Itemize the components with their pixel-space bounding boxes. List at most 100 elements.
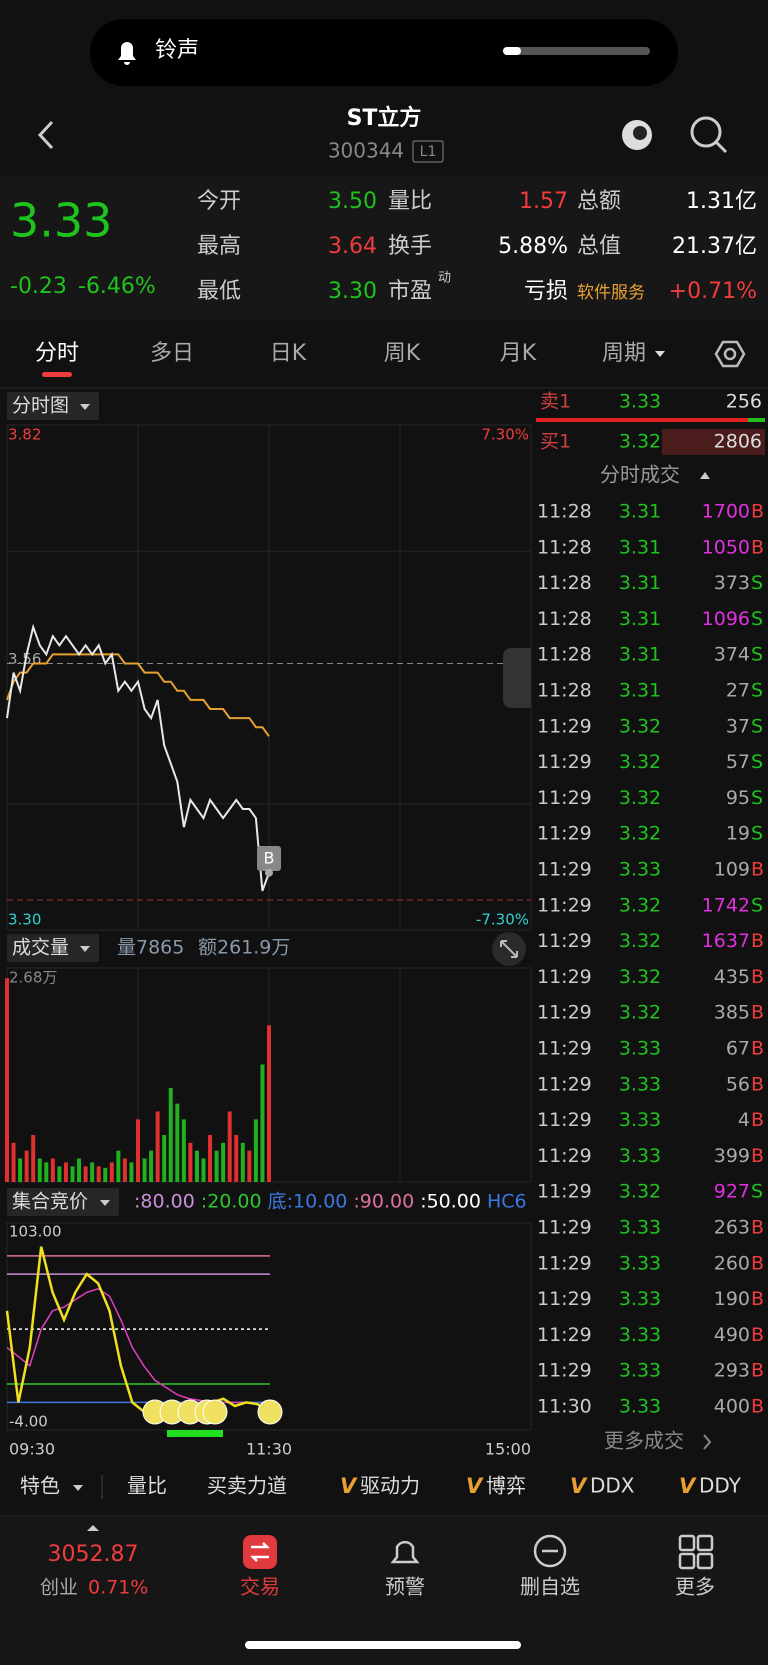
bid-price: 3.32 [619,431,661,453]
volume-bar [57,1166,62,1182]
volume-bar [122,1158,127,1182]
volume-bar [129,1162,134,1182]
price-change-pct: -6.46% [78,274,156,299]
volume-bar [201,1158,206,1182]
volume-bar [50,1158,55,1182]
volume-bar [162,1134,167,1182]
trade-price: 3.32 [619,787,661,809]
volume-bar [260,1064,265,1182]
label-box [7,934,99,962]
indicator-extra: HC6 [487,1191,527,1213]
field-value: 1.57 [519,189,568,214]
nav-item[interactable]: 预警 [385,1575,425,1599]
label-box [7,392,99,420]
chart-label[interactable]: 成交量 [12,937,69,959]
smiley-icon [202,1399,228,1425]
volume-bar [168,1087,173,1182]
trade-price: 3.31 [619,501,661,523]
trade-icon-arrows [249,1542,271,1562]
trade-price: 3.32 [619,894,661,916]
trade-volume: 56 [726,1073,750,1095]
avg-line [6,653,270,737]
search-icon[interactable] [690,116,722,148]
chart-frame [6,1222,532,1431]
trade-volume: 293 [714,1360,750,1382]
toolbar-item[interactable]: DDY [699,1474,742,1498]
trade-time: 11:29 [537,1252,592,1274]
badge: V [679,1474,697,1498]
nav-item[interactable]: 更多 [675,1575,715,1599]
tab[interactable]: 周期 [602,341,646,366]
trade-time: 11:29 [537,751,592,773]
volume-bar [267,1025,271,1182]
level-label: :90.00 [353,1191,414,1213]
trade-time: 11:29 [537,1073,592,1095]
trade-price: 3.31 [619,644,661,666]
tab[interactable]: 日K [270,341,307,366]
chart-label[interactable]: 分时图 [12,395,69,417]
trade-price: 3.31 [619,572,661,594]
trade-side: B [751,1217,764,1239]
volume-bar [44,1162,49,1182]
trade-side: B [751,1002,764,1024]
volume-bar [136,1119,140,1182]
back-button[interactable] [37,120,54,150]
trade-price: 3.32 [619,930,661,952]
nav-item[interactable]: 删自选 [520,1575,580,1599]
trade-volume: 399 [714,1145,750,1167]
volume-bar [240,1142,245,1182]
trade-time: 11:29 [537,1109,592,1131]
trade-time: 11:29 [537,1038,592,1060]
field-label: 市盈 [388,279,432,304]
trade-price: 3.33 [619,859,661,881]
trade-time: 11:30 [537,1396,592,1418]
trade-time: 11:29 [537,823,592,845]
level-badge [412,140,444,163]
volume-bar [5,978,9,1182]
toolbar-item[interactable]: 博弈 [486,1474,526,1498]
trade-volume: 1050 [702,536,750,558]
toolbar-item[interactable]: 买卖力道 [207,1474,287,1498]
quote-panel [0,176,768,320]
field-value: 亏损 [524,279,568,304]
index-value[interactable]: 3052.87 [48,1542,139,1567]
trade-volume: 1700 [702,501,750,523]
chart-label[interactable]: 集合竞价 [12,1191,88,1213]
trade-price: 3.33 [619,1038,661,1060]
trades-title[interactable]: 分时成交 [600,463,680,487]
settings-icon-hole [723,347,737,361]
toolbar-item[interactable]: 量比 [127,1474,167,1498]
level-label: :20.00 [201,1191,262,1213]
trade-time: 11:29 [537,715,592,737]
field-label: 最低 [197,279,241,304]
tab[interactable]: 月K [500,341,537,366]
amount-text: 额261.9万 [198,937,290,959]
toolbar-item[interactable]: 特色 [20,1474,60,1498]
dropdown-arrow [80,404,90,410]
tab[interactable]: 分时 [35,341,79,366]
settings-icon[interactable] [714,340,746,368]
tab[interactable]: 多日 [150,341,194,366]
tab[interactable]: 周K [384,341,421,366]
volume-bar [181,1119,186,1182]
volume-bar [194,1150,199,1182]
trade-time: 11:28 [537,501,592,523]
field-label: 量比 [388,189,432,214]
toolbar-item[interactable]: 驱动力 [360,1474,420,1498]
price-change: -0.23 [10,274,67,299]
volume-bar [77,1158,82,1182]
y-tick-label: 103.00 [9,1223,62,1241]
pct-label: 7.30% [481,426,529,444]
trade-side: S [751,787,763,809]
trade-volume: 435 [714,966,750,988]
trade-time: 11:28 [537,572,592,594]
stock-name: ST立方 [347,105,422,131]
trade-side: S [751,608,763,630]
trade-icon [243,1535,277,1569]
trade-marker-label: B [264,849,275,868]
more-trades[interactable]: 更多成交 [604,1429,684,1453]
trade-marker [257,846,281,871]
trade-side: S [751,1181,763,1203]
nav-item[interactable]: 交易 [240,1575,280,1599]
toolbar-item[interactable]: DDX [590,1474,635,1498]
